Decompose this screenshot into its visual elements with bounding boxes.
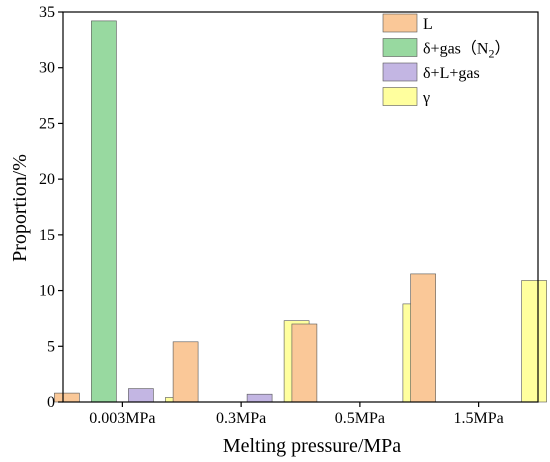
y-tick-label: 30 bbox=[39, 60, 55, 77]
legend-label-1: L bbox=[423, 16, 433, 33]
y-tick-label: 20 bbox=[39, 171, 55, 188]
legend-label-4: γ bbox=[422, 90, 430, 107]
legend-swatch-4 bbox=[382, 87, 418, 106]
x-tick-label: 0.003MPa bbox=[89, 410, 155, 427]
plot-frame bbox=[62, 11, 539, 403]
legend-label-2: δ+gas（N2） bbox=[423, 40, 510, 61]
bar-2-0-003mpa bbox=[91, 20, 117, 403]
bar-1-1-5mpa bbox=[410, 273, 436, 403]
axes-group: 0 5 10 15 20 25 30 35 0.003MPa 0.3MPa 0.5MPa 1.5MPa bbox=[39, 4, 539, 427]
y-tick-label: 35 bbox=[39, 4, 55, 21]
bar-3-0-003mpa bbox=[128, 388, 154, 403]
x-axis-title: Melting pressure/MPa bbox=[223, 435, 401, 457]
legend-swatch-3 bbox=[382, 62, 418, 82]
legend-swatch-1 bbox=[382, 13, 418, 33]
x-tick-label: 0.3MPa bbox=[216, 410, 266, 427]
y-tick-label: 25 bbox=[39, 115, 55, 132]
bar-1-0-003mpa bbox=[54, 392, 80, 403]
legend-label-3: δ+L+gas bbox=[423, 65, 480, 82]
y-tick-label: 5 bbox=[47, 338, 55, 355]
x-tick-label: 1.5MPa bbox=[454, 410, 504, 427]
bar-1-0-3mpa bbox=[172, 341, 199, 403]
y-tick-label: 0 bbox=[47, 394, 55, 411]
x-tick-label: 0.5MPa bbox=[335, 410, 385, 427]
legend-swatch-2 bbox=[382, 38, 418, 57]
bar-3-0-3mpa bbox=[246, 393, 273, 403]
bar-1-0-5mpa bbox=[291, 323, 318, 403]
y-tick-label: 10 bbox=[39, 283, 55, 300]
y-tick-label: 15 bbox=[39, 227, 55, 244]
bar-4-1-5mpa bbox=[521, 280, 547, 403]
bars-group bbox=[54, 20, 547, 403]
y-axis-title: Proportion/% bbox=[9, 154, 31, 262]
legend: Lδ+gas（N2） δ+L+gas γ bbox=[382, 13, 510, 107]
